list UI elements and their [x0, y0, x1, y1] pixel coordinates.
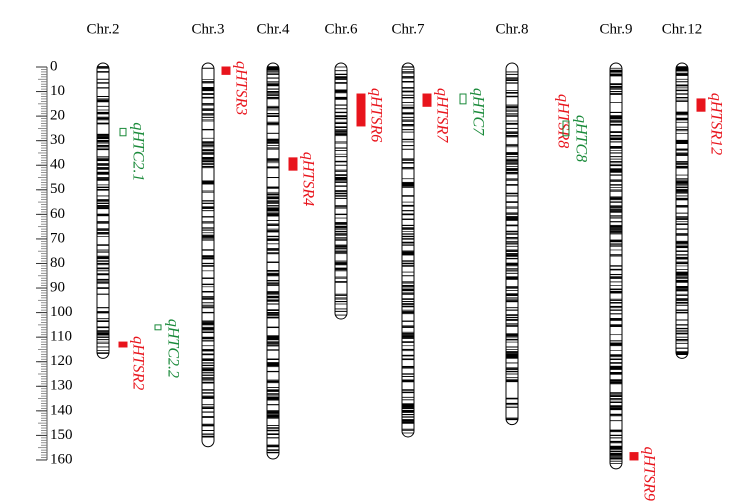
chromosome-label: Chr.7	[392, 21, 425, 37]
qtl-interval	[459, 93, 467, 105]
chromosome-label: Chr.4	[257, 21, 290, 37]
chromosome	[675, 62, 689, 359]
ruler-label: 10	[50, 83, 65, 99]
qtl-interval	[629, 452, 639, 461]
chromosome-label: Chr.12	[662, 21, 702, 37]
chromosome-label: Chr.8	[496, 21, 529, 37]
qtl-interval	[221, 66, 231, 75]
ruler-label: 120	[50, 353, 73, 369]
chromosome-bands	[97, 66, 109, 354]
chromosome-label: Chr.9	[600, 21, 633, 37]
ruler-label: 60	[50, 206, 65, 222]
qtl-label: qHTC2.2	[164, 319, 181, 378]
qtl-interval	[422, 93, 432, 107]
ruler-label: 80	[50, 255, 65, 271]
ruler-label: 140	[50, 402, 73, 418]
ruler-label: 70	[50, 230, 65, 246]
chromosome	[505, 62, 519, 426]
chromosome-label: Chr.3	[192, 21, 225, 37]
ruler-label: 90	[50, 279, 65, 295]
ruler-label: 20	[50, 108, 65, 124]
chromosome	[96, 62, 110, 359]
chromosome-bands	[402, 66, 414, 434]
qtl-label: qHTC7	[469, 88, 486, 136]
qtl-interval	[154, 324, 162, 331]
qtl-interval	[562, 120, 570, 137]
qtl-label: qHTC8	[572, 115, 589, 162]
qtl-label: qHTSR4	[299, 152, 316, 206]
qtl-label: qHTSR12	[707, 93, 724, 155]
qtl-interval	[119, 127, 127, 137]
qtl-label: qHTC2.1	[129, 122, 146, 181]
chromosome-label: Chr.2	[87, 21, 120, 37]
qtl-label: qHTSR6	[367, 88, 384, 142]
ruler-label: 110	[50, 329, 72, 345]
qtl-label: qHTSR7	[433, 88, 450, 143]
qtl-interval	[696, 98, 706, 112]
ruler-label: 0	[50, 58, 58, 74]
qtl-interval	[288, 157, 298, 171]
chromosome-bands	[267, 66, 279, 454]
chromosome-bands	[610, 67, 622, 465]
chromosome-label: Chr.6	[325, 21, 358, 37]
ruler-label: 100	[50, 304, 73, 320]
chromosome	[201, 62, 215, 448]
chromosome-bands	[335, 66, 347, 316]
chromosome	[401, 62, 415, 438]
chromosome-bands	[202, 67, 214, 438]
qtl-label: qHTSR3	[232, 61, 249, 115]
qtl-label: qHTSR2	[129, 336, 146, 390]
chromosome	[609, 62, 623, 470]
qtl-interval	[118, 341, 128, 348]
chromosome	[266, 62, 280, 460]
ruler-label: 30	[50, 132, 65, 148]
chromosome-bands	[506, 71, 518, 421]
ruler-label: 40	[50, 157, 65, 173]
chromosome	[334, 62, 348, 320]
ruler-label: 50	[50, 181, 65, 197]
qtl-label: qHTSR9	[640, 447, 657, 501]
ruler-label: 160	[50, 451, 73, 467]
ruler-label: 130	[50, 378, 73, 394]
chromosome-bands	[676, 66, 688, 355]
qtl-interval	[356, 93, 366, 127]
ruler-label: 150	[50, 427, 73, 443]
